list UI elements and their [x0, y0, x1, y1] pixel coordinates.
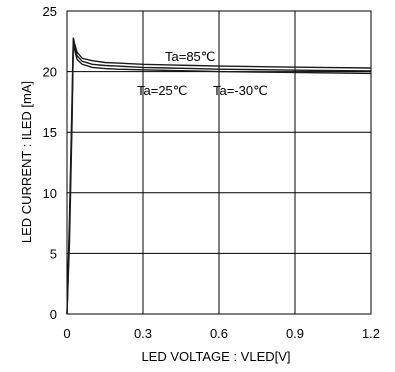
annotation-ta-minus-30: Ta=-30℃	[213, 83, 268, 98]
x-axis-label: LED VOLTAGE : VLED[V]	[141, 349, 290, 364]
y-tick-label: 5	[50, 246, 57, 261]
x-tick-label: 0.9	[286, 326, 304, 341]
series-line-2	[66, 44, 372, 315]
x-tick-labels: 0 0.3 0.6 0.9 1.2	[63, 326, 380, 341]
grid-lines	[67, 11, 371, 314]
y-tick-labels: 0 5 10 15 20 25	[43, 4, 57, 322]
annotation-ta-25: Ta=25℃	[137, 83, 187, 98]
x-tick-label: 1.2	[362, 326, 380, 341]
y-tick-label: 0	[50, 307, 57, 322]
y-tick-label: 15	[43, 125, 57, 140]
y-axis-label: LED CURRENT : ILED [mA]	[19, 81, 34, 243]
x-tick-label: 0.3	[134, 326, 152, 341]
plot-frame	[66, 10, 372, 315]
x-tick-label: 0	[63, 326, 70, 341]
y-tick-label: 10	[43, 186, 57, 201]
x-tick-label: 0.6	[210, 326, 228, 341]
annotation-ta-85: Ta=85℃	[165, 49, 215, 64]
y-tick-label: 20	[43, 65, 57, 80]
series-lines	[66, 37, 372, 315]
y-tick-label: 25	[43, 4, 57, 19]
